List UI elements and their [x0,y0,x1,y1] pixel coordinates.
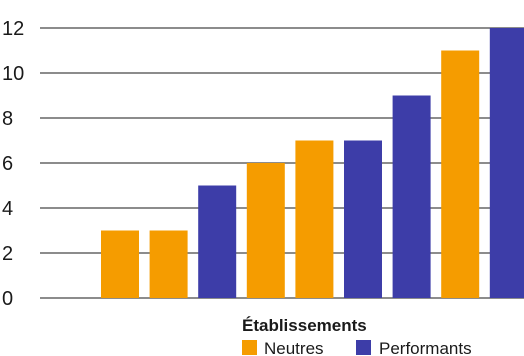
bar-neutres [246,163,285,298]
bar-performants [198,185,237,298]
legend-label-neutres: Neutres [264,339,324,356]
bar-neutres [295,140,334,298]
y-axis-ticks: 0 2 4 6 8 10 12 [2,18,24,310]
bar-performants [344,140,382,298]
bar-performants [489,28,524,298]
y-tick-label: 8 [2,108,13,130]
legend: Établissements Neutres Performants [242,316,472,356]
y-tick-label: 0 [2,288,13,310]
bar-performants [392,95,431,298]
y-tick-label: 10 [2,63,24,85]
y-tick-label: 6 [2,153,13,175]
legend-title: Établissements [242,316,367,335]
y-tick-label: 12 [2,18,24,40]
bar-neutres [149,230,188,298]
legend-swatch-neutres [242,340,257,355]
legend-swatch-performants [356,340,371,355]
y-tick-label: 2 [2,243,13,265]
bar-neutres [441,50,480,298]
legend-label-performants: Performants [379,339,472,356]
y-tick-label: 4 [2,198,13,220]
bar-neutres [101,230,139,298]
bars [101,28,524,298]
